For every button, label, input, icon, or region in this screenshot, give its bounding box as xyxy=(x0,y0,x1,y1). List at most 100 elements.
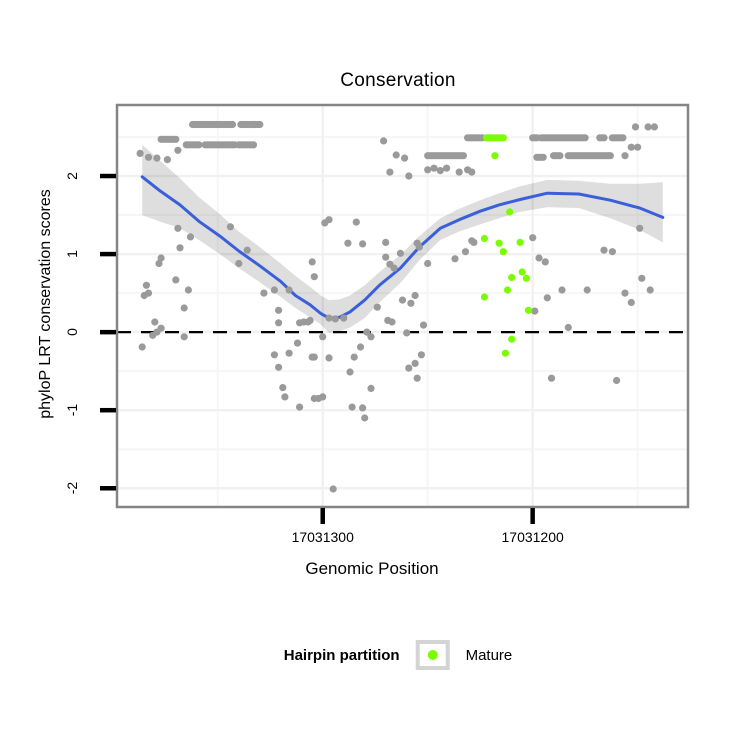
scatter-point xyxy=(556,152,564,160)
scatter-point xyxy=(348,403,356,411)
scatter-point xyxy=(142,281,150,289)
mature-point xyxy=(501,349,509,357)
y-tick-label: 1 xyxy=(64,250,80,258)
scatter-point xyxy=(419,321,428,329)
scatter-point xyxy=(631,123,640,131)
scatter-point xyxy=(331,315,339,323)
scatter-point xyxy=(529,234,537,242)
scatter-point xyxy=(627,298,635,307)
scatter-point xyxy=(638,274,646,282)
mature-point xyxy=(499,134,507,142)
scatter-point xyxy=(228,120,237,129)
scatter-point xyxy=(388,318,396,326)
scatter-point xyxy=(136,149,144,157)
x-tick-label: 17031200 xyxy=(501,529,564,545)
mature-point xyxy=(518,268,526,276)
scatter-point xyxy=(380,137,388,145)
scatter-point xyxy=(270,286,278,294)
y-axis-label: phyloP LRT conservation scores xyxy=(37,189,54,419)
scatter-point xyxy=(363,328,371,336)
scatter-point xyxy=(226,223,234,231)
mature-point xyxy=(503,286,512,294)
scatter-point xyxy=(634,143,642,151)
scatter-point xyxy=(174,224,182,232)
scatter-point xyxy=(411,359,419,367)
scatter-point xyxy=(180,333,188,341)
scatter-point xyxy=(650,123,659,131)
scatter-point xyxy=(403,329,411,337)
scatter-point xyxy=(413,374,421,382)
scatter-point xyxy=(600,246,608,254)
scatter-point xyxy=(346,368,354,376)
y-tick-label: 2 xyxy=(64,172,80,180)
mature-point xyxy=(524,306,533,314)
scatter-point xyxy=(359,404,367,412)
scatter-point xyxy=(176,244,184,252)
scatter-point xyxy=(310,394,318,403)
scatter-point xyxy=(398,296,407,304)
scatter-point xyxy=(417,351,425,359)
scatter-point xyxy=(344,239,352,247)
scatter-point xyxy=(340,314,348,322)
scatter-point xyxy=(407,299,415,307)
scatter-point xyxy=(325,314,333,322)
scatter-point xyxy=(627,143,635,151)
scatter-point xyxy=(621,152,629,160)
x-tick-label: 17031300 xyxy=(291,529,354,545)
scatter-point xyxy=(270,351,278,359)
scatter-point xyxy=(608,248,617,256)
scatter-point xyxy=(300,318,308,326)
scatter-point xyxy=(296,403,304,411)
scatter-point xyxy=(285,349,293,357)
scatter-point xyxy=(583,286,591,294)
mature-point xyxy=(480,293,488,301)
scatter-point xyxy=(138,343,146,351)
panel-border xyxy=(115,103,690,509)
scatter-point xyxy=(443,164,451,172)
scatter-point xyxy=(180,304,188,312)
scatter-point xyxy=(392,151,400,159)
scatter-point xyxy=(405,364,413,372)
scatter-point xyxy=(613,376,621,385)
scatter-point xyxy=(359,240,367,248)
scatter-point xyxy=(636,224,644,232)
mature-point xyxy=(508,273,516,282)
scatter-point xyxy=(144,153,153,161)
scatter-point xyxy=(564,323,572,332)
mature-point xyxy=(495,239,503,247)
scatter-point xyxy=(531,307,539,315)
scatter-point xyxy=(558,286,566,294)
scatter-point xyxy=(275,319,283,327)
scatter-point xyxy=(172,135,180,143)
scatter-point xyxy=(401,154,409,162)
mature-point xyxy=(506,208,514,216)
scatter-point xyxy=(367,384,375,392)
scatter-point xyxy=(646,286,654,294)
scatter-point xyxy=(155,259,163,268)
scatter-point xyxy=(308,258,316,266)
scatter-point xyxy=(390,264,398,272)
scatter-point xyxy=(535,254,543,262)
scatter-point xyxy=(600,134,608,142)
y-tick-label: 0 xyxy=(64,328,80,337)
scatter-point xyxy=(235,259,243,268)
scatter-point xyxy=(547,374,556,382)
scatter-point xyxy=(619,134,627,142)
scatter-point xyxy=(415,243,423,251)
scatter-point xyxy=(260,289,268,297)
mature-point xyxy=(499,248,507,256)
scatter-point xyxy=(644,123,652,131)
legend-label-mature: Mature xyxy=(465,646,513,664)
scatter-point xyxy=(382,238,390,246)
scatter-point xyxy=(461,248,470,256)
chart-title: Conservation xyxy=(340,70,456,91)
scatter-point xyxy=(424,259,432,268)
mature-point xyxy=(508,335,516,343)
scatter-point xyxy=(352,218,360,226)
scatter-point xyxy=(153,328,161,336)
smooth-fit-line xyxy=(140,175,665,320)
scatter-point xyxy=(153,154,161,162)
scatter-point xyxy=(581,134,589,142)
scatter-point xyxy=(285,286,293,294)
